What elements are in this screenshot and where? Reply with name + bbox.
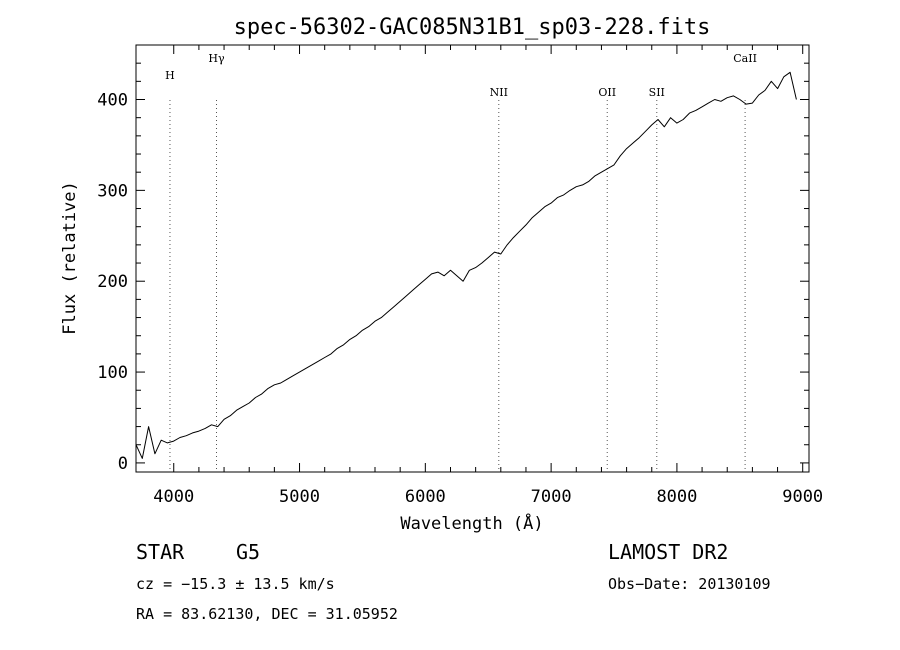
spectral-line-label: OII xyxy=(598,86,616,99)
x-tick-label: 4000 xyxy=(153,487,194,507)
plot-area: H Hγ NII OII SII CaII xyxy=(135,52,797,472)
x-axis-label: Wavelength (Å) xyxy=(400,512,543,534)
x-tick-label: 7000 xyxy=(531,487,572,507)
y-tick-label: 100 xyxy=(97,363,128,383)
x-tick-label: 6000 xyxy=(405,487,446,507)
spectrum-line xyxy=(135,71,797,459)
object-subclass: G5 xyxy=(236,540,260,564)
x-tick-label: 5000 xyxy=(279,487,320,507)
spectral-line-label: H xyxy=(165,69,175,82)
y-tick-label: 400 xyxy=(97,91,128,111)
coordinates: RA = 83.62130, DEC = 31.05952 xyxy=(136,605,398,623)
obs-date: Obs−Date: 20130109 xyxy=(608,575,771,593)
object-class: STAR xyxy=(136,540,185,564)
spectral-line-label: SII xyxy=(649,86,665,99)
y-axis-label: Flux (relative) xyxy=(60,181,80,335)
redshift-info: cz = −15.3 ± 13.5 km/s xyxy=(136,575,335,593)
x-tick-label: 8000 xyxy=(656,487,697,507)
spectral-line-label: NII xyxy=(490,86,508,99)
y-tick-label: 300 xyxy=(97,181,128,201)
y-tick-label: 0 xyxy=(118,454,128,474)
y-tick-label: 200 xyxy=(97,272,128,292)
x-axis: 4000 5000 6000 7000 8000 9000 xyxy=(153,45,823,507)
spectral-line-label: Hγ xyxy=(208,52,225,65)
x-tick-label: 9000 xyxy=(782,487,823,507)
spectral-line-label: CaII xyxy=(733,52,757,65)
survey-name: LAMOST DR2 xyxy=(608,540,728,564)
plot-frame xyxy=(135,44,810,473)
y-axis: 0 100 200 300 400 xyxy=(97,44,809,474)
chart-title: spec-56302-GAC085N31B1_sp03-228.fits xyxy=(234,15,711,40)
